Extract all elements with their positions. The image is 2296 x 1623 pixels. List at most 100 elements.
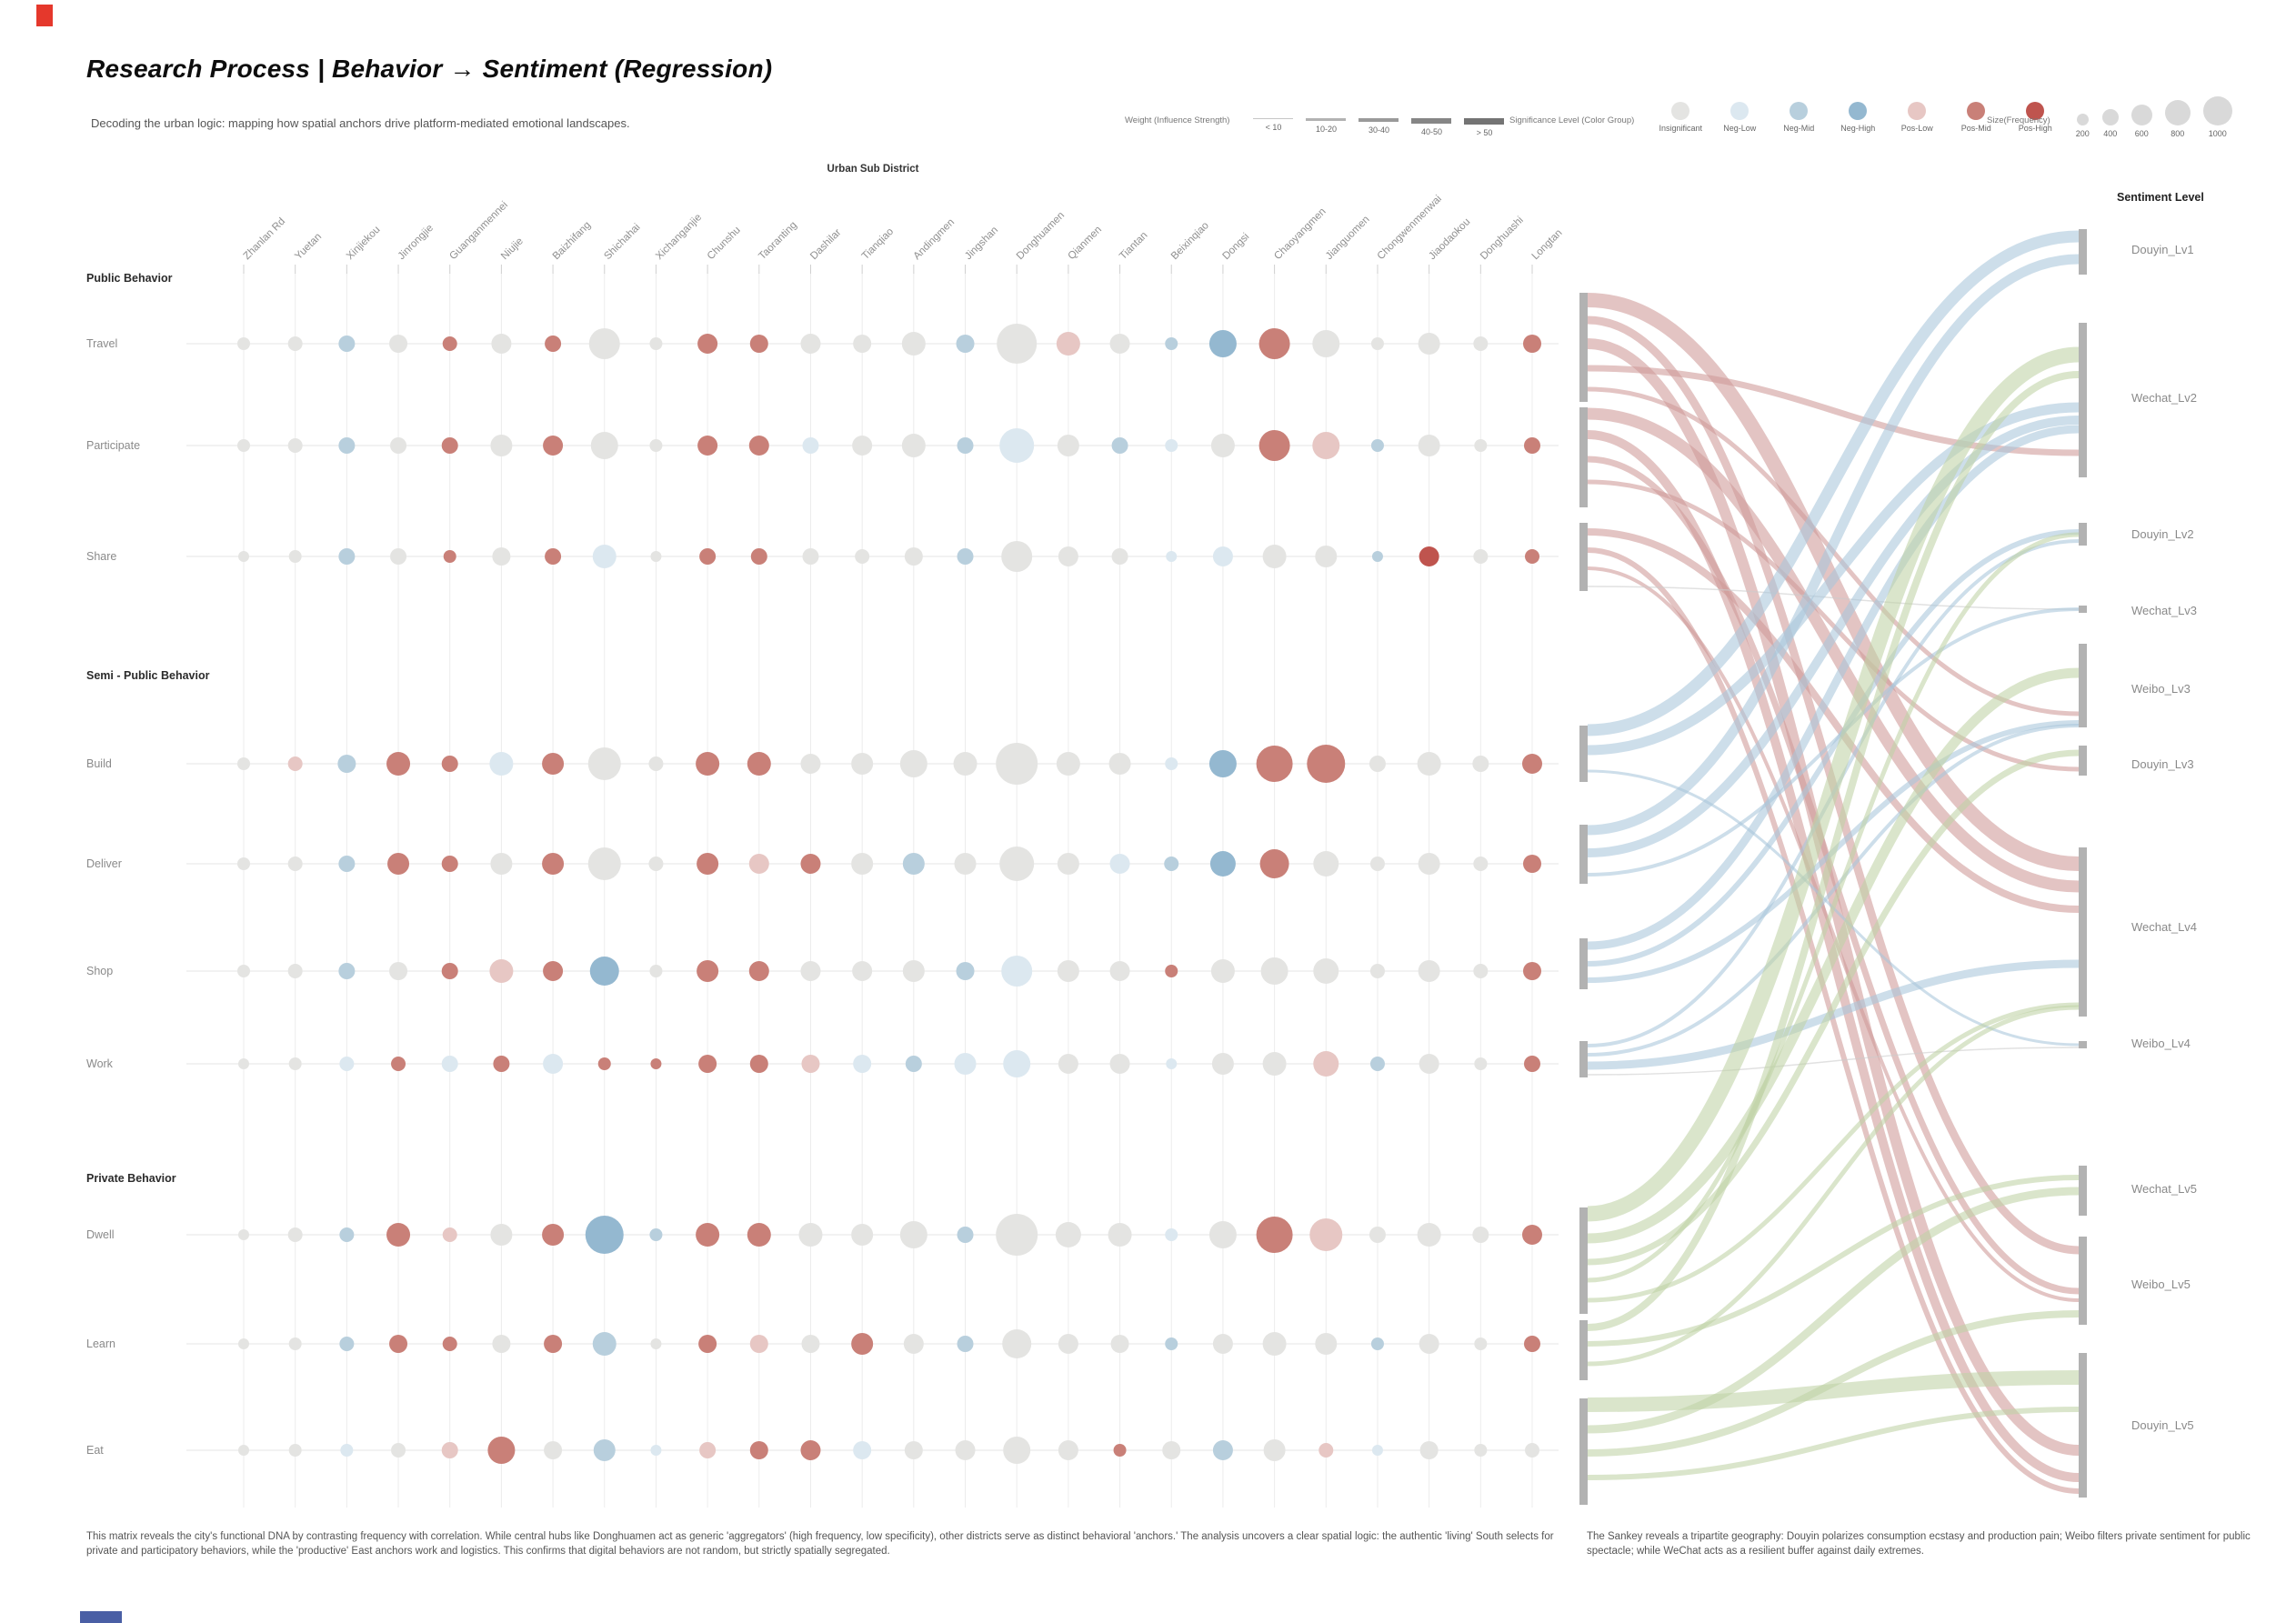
matrix-bubble [1370,1337,1384,1350]
matrix-bubble [592,545,617,568]
matrix-bubble [1370,439,1384,452]
column-label: Jinrongjie [396,223,436,262]
matrix-bubble [904,547,923,566]
matrix-bubble [1113,1444,1127,1457]
matrix-bubble [339,1227,355,1242]
matrix-bubble [1210,959,1235,983]
matrix-bubble [490,435,513,456]
column-label: Xichanganjie [654,212,704,262]
sankey-flow [1587,1370,2080,1412]
matrix-bubble [338,336,356,352]
matrix-bubble [1001,956,1033,987]
matrix-bubble [588,328,620,359]
matrix-bubble [1165,439,1178,452]
matrix-bubble [238,1229,249,1240]
column-label: Tianqiao [860,226,896,262]
matrix-bubble [1523,335,1541,353]
matrix-bubble [544,1335,563,1353]
matrix-bubble [287,964,303,978]
matrix-bubble [648,756,664,771]
column-label: Chunshu [706,225,743,262]
legend-weight-item-label: < 10 [1265,123,1282,133]
matrix-bubble [699,1442,717,1458]
matrix-bubble [543,961,564,981]
matrix-bubble [1057,960,1079,982]
legend-weight-item-label: > 50 [1476,128,1493,137]
matrix-bubble [1473,964,1489,978]
matrix-bubble [1208,1221,1237,1248]
matrix-bubble [851,853,874,875]
legend-significance-item-label: Pos-High [2018,124,2052,133]
matrix-bubble [649,1228,663,1241]
matrix-bubble [901,332,926,356]
matrix-bubble [1312,330,1340,357]
matrix-bubble [956,962,975,980]
matrix-bubble [1313,851,1339,877]
sankey-flow [1587,1005,2080,1367]
sankey-flow [1587,254,2080,836]
size-circle-swatch [2164,100,2191,125]
matrix-bubble [442,1227,457,1242]
matrix-bubble [1313,1051,1339,1077]
legend-significance-item: Pos-Low [1891,102,1942,133]
matrix-bubble [953,752,978,776]
sankey-left-node [1579,1320,1588,1380]
column-label: Andingmen [911,216,957,262]
legend-significance-item-label: Neg-High [1840,124,1876,133]
blue-marker [80,1611,122,1623]
legend-significance-item: Pos-High [2010,102,2060,133]
matrix-bubble [1417,752,1441,776]
sankey-right-node [2079,746,2087,776]
matrix-bubble [1057,853,1079,875]
sankey-left-node [1579,825,1588,884]
matrix-bubble [1369,756,1386,772]
matrix-bubble [1164,857,1179,871]
matrix-bubble [1419,1441,1439,1459]
matrix-bubble [1419,1054,1439,1074]
sankey-flow [1587,1310,2080,1457]
legend-significance-item: Insignificant [1655,102,1706,133]
matrix-bubble [1058,1054,1078,1074]
sentiment-node-label: Weibo_Lv5 [2131,1277,2191,1291]
matrix-bubble [851,1224,874,1246]
sentiment-node-label: Weibo_Lv4 [2131,1037,2191,1050]
matrix-bubble [997,324,1038,364]
matrix-bubble [442,336,457,351]
matrix-bubble [957,437,974,454]
behavior-row-label: Learn [86,1337,115,1350]
legend-size-item-label: 200 [2075,129,2090,138]
matrix-bubble [338,856,356,872]
sankey-flow [1587,1175,2080,1347]
behavior-group-label: Semi - Public Behavior [86,669,210,682]
legend-weight-items: < 10 10-20 30-40 40-50 > 50 [1242,107,1506,137]
column-label: Donghuamen [1015,210,1067,262]
matrix-bubble [650,1445,662,1456]
significance-color-swatch [1671,102,1690,120]
weight-line-swatch [1359,118,1399,122]
matrix-bubble [697,960,719,982]
sankey-flow [1587,1187,2080,1434]
matrix-bubble [587,847,621,880]
matrix-bubble [1312,432,1340,459]
matrix-bubble [1212,1334,1233,1354]
matrix-bubble [1523,855,1541,873]
matrix-bubble [650,1338,662,1349]
matrix-bubble [1212,546,1233,566]
matrix-bubble [237,857,250,870]
column-label: Jiaodaokou [1427,216,1472,262]
matrix-bubble [1371,551,1383,562]
matrix-bubble [542,1224,565,1246]
matrix-bubble [287,336,303,351]
legend-significance-item: Pos-Mid [1950,102,2001,133]
matrix-bubble [1418,853,1440,875]
sankey-flow [1587,416,2080,857]
matrix-bubble [1474,1057,1488,1070]
matrix-bubble [1419,546,1439,566]
matrix-bubble [592,1332,617,1356]
matrix-bubble [386,752,411,776]
matrix-bubble [902,853,925,875]
matrix-bubble [1109,854,1130,874]
matrix-bubble [747,752,771,776]
sankey-flow [1587,586,2080,610]
